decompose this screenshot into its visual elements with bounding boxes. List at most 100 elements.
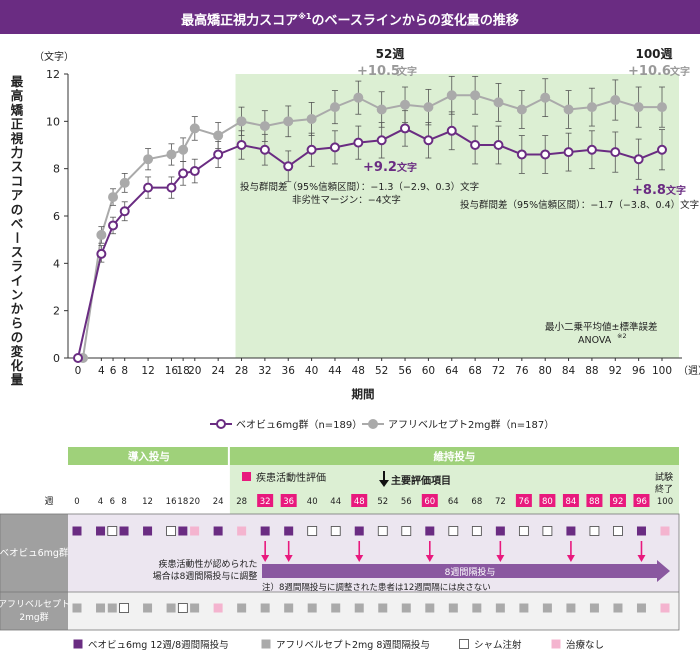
beovu-dose-symbol xyxy=(354,526,364,536)
x-unit-label: （週） xyxy=(678,365,700,377)
wk52-beovu-value: +9.2 xyxy=(363,160,397,175)
beovu-dose-symbol xyxy=(425,526,435,536)
x-tick-label: 12 xyxy=(141,365,154,377)
primary-endpoint-arrow-icon xyxy=(379,471,389,487)
beovu-dose-symbol xyxy=(72,526,82,536)
legend-none-label: 治療なし xyxy=(566,639,604,651)
aflibercept-point xyxy=(400,99,411,110)
beovu-dose-symbol xyxy=(213,526,223,536)
legend-sham-symbol xyxy=(459,639,469,649)
schedule-week-label: 84 xyxy=(566,497,577,507)
adjustment-arrow-head xyxy=(261,555,270,562)
beovu-point xyxy=(563,147,574,158)
x-tick-label: 100 xyxy=(652,365,672,377)
beovu-point xyxy=(657,144,667,155)
aflibercept-dose-symbol xyxy=(177,603,188,613)
x-tick-label: 64 xyxy=(445,365,459,377)
x-tick-label: 48 xyxy=(352,365,365,377)
x-tick-label: 40 xyxy=(305,365,318,377)
x-tick-label: 52 xyxy=(375,365,388,377)
beovu-point xyxy=(400,123,411,134)
disease-activity-key xyxy=(242,472,251,481)
aflibercept-point xyxy=(166,149,177,160)
aflibercept-point xyxy=(516,104,527,115)
aflibercept-row-label-cell xyxy=(0,592,68,630)
aflibercept-point xyxy=(470,90,481,101)
beovu-dose-symbol xyxy=(307,526,318,536)
beovu-dose-symbol xyxy=(589,526,600,536)
aflibercept-dose-symbol xyxy=(307,603,317,613)
beovu-row-label: ベオビュ6mg群 xyxy=(0,547,69,559)
beovu-dose-symbol xyxy=(495,526,505,536)
beovu-dose-symbol xyxy=(178,526,188,536)
assessment-week-marker xyxy=(351,494,368,507)
beovu-point xyxy=(96,248,107,259)
aflibercept-point xyxy=(259,121,270,132)
assessment-week-marker xyxy=(633,494,650,507)
legend-aflibercept-marker xyxy=(368,419,378,429)
aflibercept-dose-symbol xyxy=(119,603,129,613)
beovu-point xyxy=(353,137,364,148)
schedule-week-label: 92 xyxy=(613,497,624,507)
adjustment-arrow-head xyxy=(566,555,575,562)
aflibercept-dose-symbol xyxy=(72,603,82,613)
schedule-week-label: 48 xyxy=(354,497,365,507)
wk52-aflibercept-unit: 文字 xyxy=(397,65,417,78)
wk100-aflibercept-value: +10.6 xyxy=(628,64,671,79)
schedule-week-label: 96 xyxy=(636,497,647,507)
aflibercept-dose-symbol xyxy=(354,603,364,613)
aflibercept-row-band xyxy=(68,592,679,630)
aflibercept-dose-symbol xyxy=(96,603,106,613)
beovu-point xyxy=(446,125,457,136)
adjustment-arrow-head xyxy=(496,555,505,562)
aflibercept-point xyxy=(586,102,597,113)
aflibercept-dose-symbol xyxy=(542,603,552,613)
y-tick-label: 10 xyxy=(46,115,60,128)
schedule-week-label: 72 xyxy=(495,497,506,507)
schedule-week-label: 8 xyxy=(121,497,126,507)
beovu-point xyxy=(329,142,340,153)
beovu-point xyxy=(143,182,154,193)
beovu-point xyxy=(633,154,644,165)
y-tick-label: 6 xyxy=(53,210,60,223)
aflibercept-point xyxy=(143,154,154,165)
beovu-dose-symbol xyxy=(143,526,153,536)
schedule-week-label: 28 xyxy=(236,497,247,507)
beovu-point xyxy=(119,206,130,217)
legend-aflibercept-dose-label: アフリベルセプト2mg 8週間隔投与 xyxy=(276,639,430,651)
x-tick-label: 0 xyxy=(75,365,82,377)
maintenance-band xyxy=(235,74,679,358)
aflibercept-point xyxy=(657,102,667,113)
beovu-dose-symbol xyxy=(636,526,646,536)
schedule-week-label: 12 xyxy=(142,497,153,507)
beovu-dose-symbol xyxy=(471,526,482,536)
y-tick-label: 8 xyxy=(53,163,60,176)
aflibercept-dose-symbol xyxy=(378,603,388,613)
aflibercept-point xyxy=(423,102,434,113)
x-tick-label: 92 xyxy=(609,365,622,377)
assessment-week-marker xyxy=(562,494,579,507)
beovu-dose-symbol xyxy=(377,526,388,536)
assessment-week-marker xyxy=(586,494,603,507)
aflibercept-point xyxy=(329,102,340,113)
schedule-footnote: 注）8週間隔投与に調整された患者は12週間隔には戻さない xyxy=(262,582,491,593)
interval-arrow-label: 8週間隔投与 xyxy=(445,566,496,578)
title-sup: ※1 xyxy=(298,12,312,21)
legend-beovu-dose-label: ベオビュ6mg 12週/8週間隔投与 xyxy=(88,639,229,651)
aflibercept-point xyxy=(306,113,317,124)
y-axis-title-char: の xyxy=(11,330,24,345)
aflibercept-point xyxy=(119,177,130,188)
beovu-dose-symbol xyxy=(660,526,670,536)
beovu-point xyxy=(423,135,434,146)
wk100-beovu-value: +8.8 xyxy=(632,183,666,198)
schedule-week-label: 24 xyxy=(213,497,224,507)
beovu-row-label-cell xyxy=(0,514,68,592)
x-tick-label: 36 xyxy=(282,365,296,377)
x-axis-title: 期間 xyxy=(352,387,375,401)
beovu-point xyxy=(259,144,270,155)
assessment-week-marker xyxy=(257,494,274,507)
aflibercept-dose-symbol xyxy=(519,603,529,613)
beovu-point xyxy=(178,168,189,179)
aflibercept-dose-symbol xyxy=(566,603,576,613)
aflibercept-dose-symbol xyxy=(237,603,247,613)
